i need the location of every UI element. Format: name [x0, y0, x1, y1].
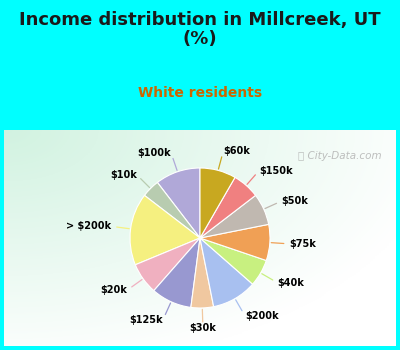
Text: $50k: $50k [282, 196, 308, 206]
Text: $125k: $125k [129, 315, 163, 324]
Text: $20k: $20k [100, 285, 127, 295]
Text: $60k: $60k [223, 146, 250, 156]
Wedge shape [200, 238, 266, 284]
Text: $40k: $40k [278, 278, 304, 288]
Wedge shape [200, 195, 269, 238]
Text: $150k: $150k [259, 166, 293, 176]
Wedge shape [157, 168, 200, 238]
Text: $30k: $30k [190, 323, 216, 332]
Text: $75k: $75k [290, 239, 316, 249]
Wedge shape [135, 238, 200, 290]
Wedge shape [200, 168, 235, 238]
Wedge shape [130, 195, 200, 265]
Text: Income distribution in Millcreek, UT
(%): Income distribution in Millcreek, UT (%) [19, 10, 381, 48]
Text: $100k: $100k [138, 148, 171, 158]
Wedge shape [200, 177, 256, 238]
Text: $10k: $10k [110, 170, 137, 180]
Wedge shape [200, 238, 253, 307]
Wedge shape [154, 238, 200, 307]
Wedge shape [191, 238, 214, 308]
Text: White residents: White residents [138, 86, 262, 100]
Text: $200k: $200k [245, 310, 278, 321]
Text: > $200k: > $200k [66, 221, 111, 231]
Text: ⓘ City-Data.com: ⓘ City-Data.com [298, 150, 382, 161]
Wedge shape [144, 182, 200, 238]
Wedge shape [200, 224, 270, 260]
